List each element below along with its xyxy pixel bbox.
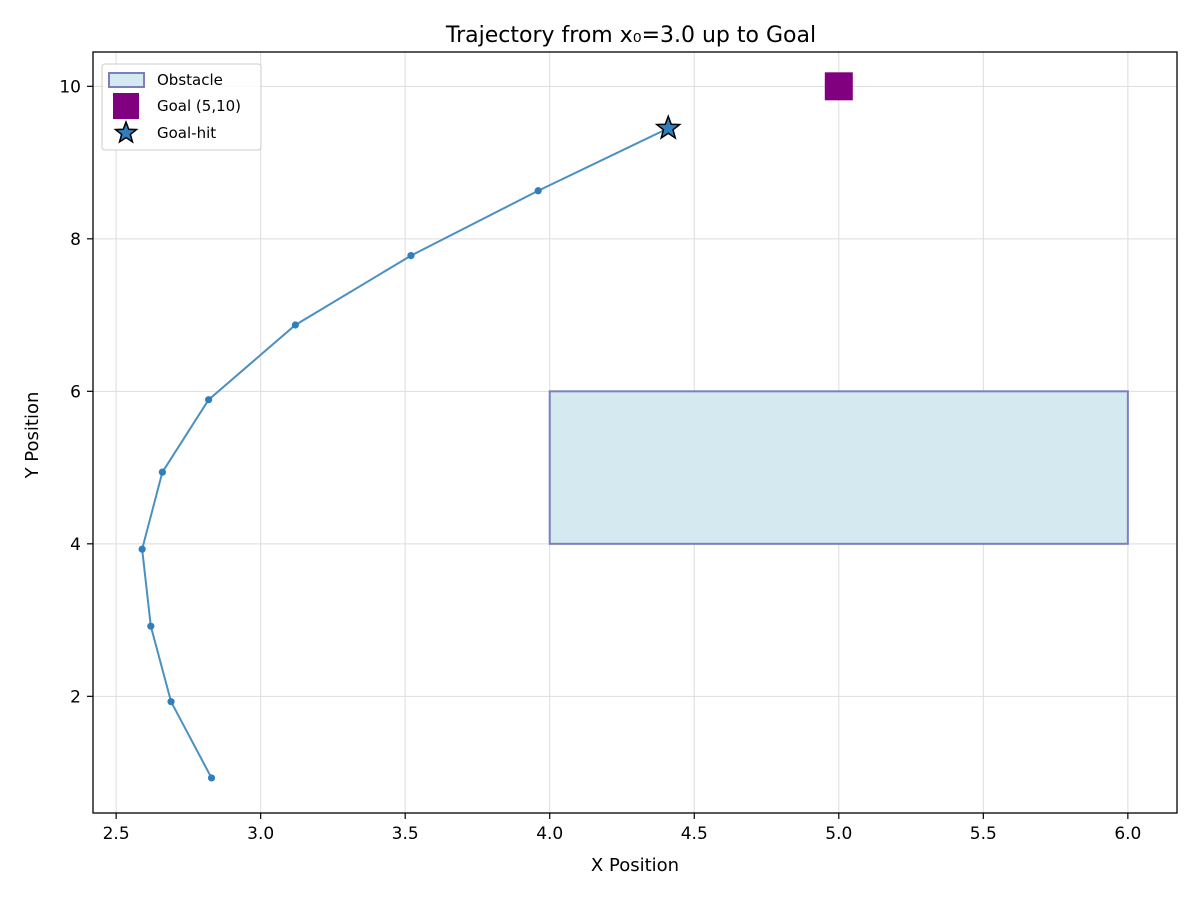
x-tick-label: 4.0 [536,824,563,844]
x-tick-label: 3.5 [392,824,419,844]
goal-marker [824,72,853,101]
goal-hit-star [654,114,682,140]
markers-layer [654,72,853,140]
trajectory-point [138,545,146,553]
y-tick-label: 2 [70,687,81,707]
trajectory-point [207,774,216,782]
axis-ticks: 2.5 3.0 3.5 4.0 4.5 5.0 5.5 6.0 2 4 6 8 10 [59,77,1141,844]
obstacle-rect [548,390,1129,545]
x-tick-label: 5.5 [970,824,997,844]
x-tick-label: 4.5 [681,824,708,844]
legend-swatch-star [113,119,139,144]
y-axis-label: Y Position [22,392,43,480]
chart-title: Trajectory from x₀=3.0 up to Goal [445,23,816,48]
trajectory-point [205,396,213,404]
x-tick-label: 5.0 [825,824,852,844]
trajectory-point [167,698,175,706]
legend: Obstacle Goal (5,10) Goal-hit [101,63,262,151]
trajectory-line [141,127,669,779]
trajectory-point [158,468,166,476]
legend-swatch-goal [113,93,139,119]
x-tick-label: 6.0 [1114,824,1141,844]
x-tick-label: 2.5 [103,824,130,844]
legend-swatch-obstacle [108,72,145,88]
legend-label: Goal-hit [157,124,216,142]
trajectory-point [291,321,299,329]
obstacle-layer [548,390,1129,545]
y-tick-label: 6 [70,382,81,402]
legend-label: Obstacle [157,71,223,89]
trajectory-point [407,251,415,260]
trajectory-point [534,187,542,195]
y-tick-label: 8 [70,230,81,250]
trajectory-point [147,622,155,630]
y-tick-label: 10 [59,77,81,97]
x-tick-label: 3.0 [247,824,274,844]
y-tick-label: 4 [70,535,81,555]
x-axis-label: X Position [591,855,679,876]
plot-frame [92,51,1178,814]
legend-label: Goal (5,10) [157,97,241,115]
